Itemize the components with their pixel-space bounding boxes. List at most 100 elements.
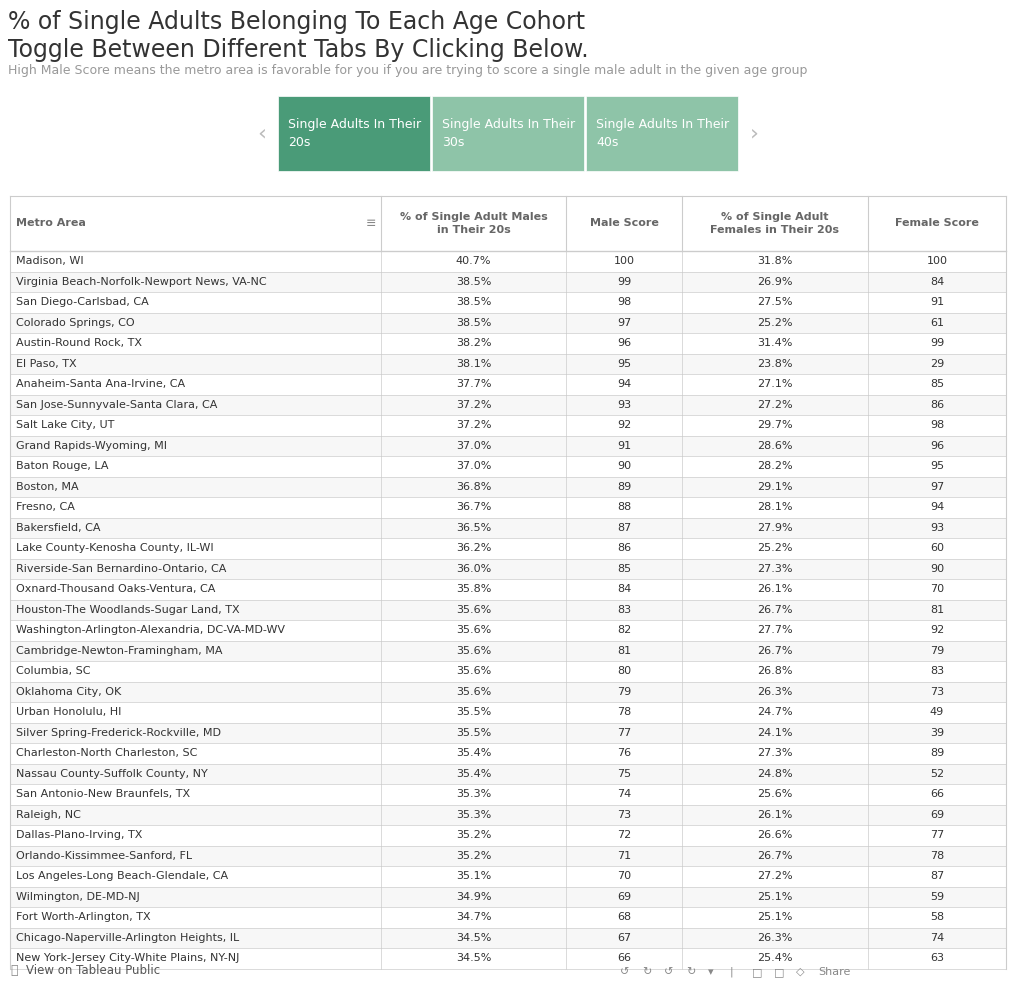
Text: 96: 96 bbox=[930, 441, 944, 451]
Text: 35.6%: 35.6% bbox=[456, 646, 491, 656]
Text: Oxnard-Thousand Oaks-Ventura, CA: Oxnard-Thousand Oaks-Ventura, CA bbox=[16, 585, 215, 595]
Text: 28.6%: 28.6% bbox=[757, 441, 792, 451]
Text: 39: 39 bbox=[930, 727, 944, 737]
FancyBboxPatch shape bbox=[10, 374, 1006, 394]
Text: 34.5%: 34.5% bbox=[456, 933, 491, 942]
Text: Single Adults In Their
30s: Single Adults In Their 30s bbox=[442, 118, 575, 149]
Text: 95: 95 bbox=[617, 359, 631, 369]
Text: 98: 98 bbox=[617, 297, 631, 307]
Text: 91: 91 bbox=[617, 441, 631, 451]
Text: 26.8%: 26.8% bbox=[757, 666, 792, 676]
FancyBboxPatch shape bbox=[10, 763, 1006, 784]
FancyBboxPatch shape bbox=[10, 805, 1006, 825]
Text: □: □ bbox=[774, 967, 784, 977]
FancyBboxPatch shape bbox=[10, 600, 1006, 620]
Text: Oklahoma City, OK: Oklahoma City, OK bbox=[16, 687, 121, 697]
Text: 35.3%: 35.3% bbox=[456, 810, 491, 820]
Text: 34.9%: 34.9% bbox=[456, 892, 492, 902]
FancyBboxPatch shape bbox=[10, 948, 1006, 968]
Text: 70: 70 bbox=[617, 871, 631, 881]
Text: Los Angeles-Long Beach-Glendale, CA: Los Angeles-Long Beach-Glendale, CA bbox=[16, 871, 229, 881]
Text: 28.2%: 28.2% bbox=[757, 461, 792, 472]
Text: Orlando-Kissimmee-Sanford, FL: Orlando-Kissimmee-Sanford, FL bbox=[16, 850, 192, 861]
Text: Female Score: Female Score bbox=[895, 218, 979, 229]
Text: 26.3%: 26.3% bbox=[757, 687, 792, 697]
Text: Chicago-Naperville-Arlington Heights, IL: Chicago-Naperville-Arlington Heights, IL bbox=[16, 933, 239, 942]
Text: 27.1%: 27.1% bbox=[757, 380, 792, 389]
Text: 85: 85 bbox=[930, 380, 944, 389]
FancyBboxPatch shape bbox=[10, 354, 1006, 374]
Text: 80: 80 bbox=[617, 666, 631, 676]
Text: % of Single Adult Males
in Their 20s: % of Single Adult Males in Their 20s bbox=[399, 212, 548, 235]
FancyBboxPatch shape bbox=[10, 559, 1006, 579]
FancyBboxPatch shape bbox=[278, 96, 430, 171]
Text: 81: 81 bbox=[617, 646, 631, 656]
Text: 36.2%: 36.2% bbox=[456, 543, 491, 553]
Text: 35.6%: 35.6% bbox=[456, 666, 491, 676]
Text: 23.8%: 23.8% bbox=[757, 359, 792, 369]
Text: 86: 86 bbox=[930, 399, 944, 409]
Text: 60: 60 bbox=[930, 543, 944, 553]
Text: 61: 61 bbox=[930, 318, 944, 328]
FancyBboxPatch shape bbox=[10, 415, 1006, 435]
Text: Silver Spring-Frederick-Rockville, MD: Silver Spring-Frederick-Rockville, MD bbox=[16, 727, 221, 737]
Text: 100: 100 bbox=[927, 257, 948, 267]
Text: 82: 82 bbox=[617, 625, 631, 635]
Text: Single Adults In Their
40s: Single Adults In Their 40s bbox=[596, 118, 729, 149]
Text: 91: 91 bbox=[930, 297, 944, 307]
Text: 97: 97 bbox=[930, 482, 944, 492]
Text: 27.3%: 27.3% bbox=[757, 748, 792, 758]
Text: View on Tableau Public: View on Tableau Public bbox=[26, 964, 161, 977]
Text: 49: 49 bbox=[930, 708, 944, 717]
FancyBboxPatch shape bbox=[10, 292, 1006, 312]
FancyBboxPatch shape bbox=[10, 456, 1006, 477]
FancyBboxPatch shape bbox=[10, 435, 1006, 456]
Text: ↺: ↺ bbox=[664, 967, 674, 977]
Text: Single Adults In Their
20s: Single Adults In Their 20s bbox=[288, 118, 421, 149]
Text: Raleigh, NC: Raleigh, NC bbox=[16, 810, 81, 820]
Text: Houston-The Woodlands-Sugar Land, TX: Houston-The Woodlands-Sugar Land, TX bbox=[16, 605, 240, 614]
Text: 27.7%: 27.7% bbox=[757, 625, 792, 635]
FancyBboxPatch shape bbox=[10, 784, 1006, 805]
Text: 66: 66 bbox=[617, 953, 631, 963]
Text: 25.2%: 25.2% bbox=[757, 543, 792, 553]
Text: 37.7%: 37.7% bbox=[456, 380, 492, 389]
Text: 29: 29 bbox=[930, 359, 944, 369]
Text: 27.3%: 27.3% bbox=[757, 564, 792, 574]
Text: Virginia Beach-Norfolk-Newport News, VA-NC: Virginia Beach-Norfolk-Newport News, VA-… bbox=[16, 276, 266, 286]
Text: 99: 99 bbox=[617, 276, 631, 286]
Text: Nassau County-Suffolk County, NY: Nassau County-Suffolk County, NY bbox=[16, 769, 207, 779]
Text: 37.0%: 37.0% bbox=[456, 461, 491, 472]
Text: Austin-Round Rock, TX: Austin-Round Rock, TX bbox=[16, 338, 142, 348]
Text: 93: 93 bbox=[930, 522, 944, 533]
Text: 92: 92 bbox=[930, 625, 944, 635]
FancyBboxPatch shape bbox=[10, 661, 1006, 682]
Text: ↺: ↺ bbox=[620, 967, 629, 977]
Text: Metro Area: Metro Area bbox=[16, 218, 86, 229]
Text: 28.1%: 28.1% bbox=[757, 502, 792, 512]
Text: % of Single Adults Belonging To Each Age Cohort: % of Single Adults Belonging To Each Age… bbox=[8, 10, 585, 34]
Text: 92: 92 bbox=[617, 420, 631, 430]
Text: 83: 83 bbox=[930, 666, 944, 676]
Text: Grand Rapids-Wyoming, MI: Grand Rapids-Wyoming, MI bbox=[16, 441, 167, 451]
Text: 36.7%: 36.7% bbox=[456, 502, 491, 512]
Text: 34.5%: 34.5% bbox=[456, 953, 491, 963]
Text: 36.8%: 36.8% bbox=[456, 482, 491, 492]
FancyBboxPatch shape bbox=[10, 620, 1006, 640]
Text: 35.4%: 35.4% bbox=[456, 769, 491, 779]
Text: 99: 99 bbox=[930, 338, 944, 348]
Text: New York-Jersey City-White Plains, NY-NJ: New York-Jersey City-White Plains, NY-NJ bbox=[16, 953, 240, 963]
FancyBboxPatch shape bbox=[10, 866, 1006, 887]
Text: |: | bbox=[731, 966, 734, 977]
Text: 27.5%: 27.5% bbox=[757, 297, 792, 307]
Text: Washington-Arlington-Alexandria, DC-VA-MD-WV: Washington-Arlington-Alexandria, DC-VA-M… bbox=[16, 625, 285, 635]
Text: ◇: ◇ bbox=[796, 967, 805, 977]
Text: 66: 66 bbox=[930, 789, 944, 800]
Text: 94: 94 bbox=[930, 502, 944, 512]
Text: 37.2%: 37.2% bbox=[456, 399, 492, 409]
Text: 40.7%: 40.7% bbox=[456, 257, 492, 267]
Text: 96: 96 bbox=[617, 338, 631, 348]
Text: 68: 68 bbox=[617, 913, 631, 923]
Text: 71: 71 bbox=[617, 850, 631, 861]
Text: Columbia, SC: Columbia, SC bbox=[16, 666, 90, 676]
